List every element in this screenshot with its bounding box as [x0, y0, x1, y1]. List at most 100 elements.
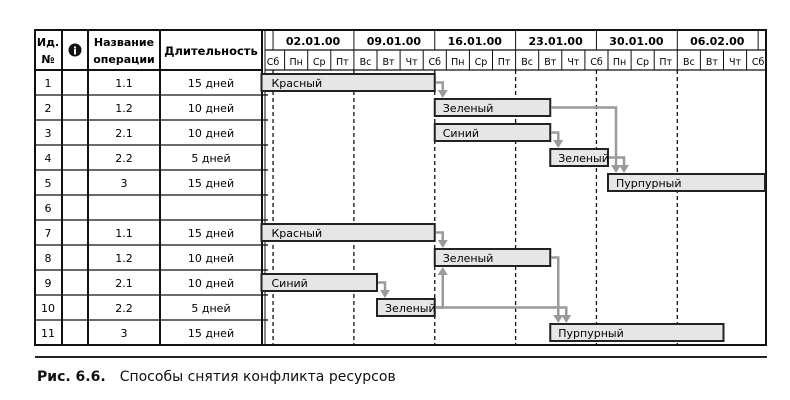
week-label: 02.01.00	[286, 35, 341, 48]
row-name: 3	[121, 327, 128, 340]
row-id: 4	[45, 152, 52, 165]
header-name: Название	[94, 36, 154, 49]
arrowhead-icon	[437, 267, 448, 275]
task-bar	[549, 148, 609, 167]
info-icon	[68, 43, 82, 57]
dependency-link	[435, 81, 444, 91]
day-label: Чт	[567, 57, 580, 68]
day-label: Сб	[752, 57, 765, 68]
task-label: Синий	[272, 277, 308, 290]
row-id: 11	[41, 327, 55, 340]
task-label: Красный	[272, 77, 323, 90]
day-label: Вс	[521, 57, 533, 68]
row-id: 1	[45, 77, 52, 90]
dependency-link	[551, 106, 618, 166]
row-duration: 15 дней	[188, 177, 234, 190]
task-bar	[260, 73, 436, 92]
day-label: Пт	[498, 57, 511, 68]
row-duration: 5 дней	[191, 152, 230, 165]
dependency-link	[551, 131, 560, 141]
task-bar	[433, 123, 552, 142]
caption-text: Способы снятия конфликта ресурсов	[119, 369, 396, 385]
day-label: Пн	[451, 57, 464, 68]
row-duration: 5 дней	[191, 302, 230, 315]
week-label: 30.01.00	[609, 35, 664, 48]
day-label: Пт	[336, 57, 349, 68]
arrowhead-icon	[437, 240, 448, 248]
day-label: Пн	[289, 57, 302, 68]
header-id-num: №	[41, 53, 54, 66]
arrowhead-icon	[553, 140, 564, 148]
row-id: 2	[45, 102, 52, 115]
day-label: Ср	[313, 57, 326, 68]
day-label: Вт	[544, 57, 557, 68]
row-id: 10	[41, 302, 55, 315]
row-id: 7	[45, 227, 52, 240]
day-label: Пт	[659, 57, 672, 68]
row-duration: 10 дней	[188, 127, 234, 140]
row-name: 2.2	[115, 152, 133, 165]
header-duration: Длительность	[164, 44, 257, 58]
arrowhead-icon	[561, 315, 572, 323]
task-label: Пурпурный	[616, 177, 681, 190]
task-label: Зеленый	[558, 152, 609, 165]
week-label: 23.01.00	[528, 35, 583, 48]
dependency-link	[435, 274, 444, 309]
day-label: Пн	[613, 57, 626, 68]
arrowhead-icon	[437, 90, 448, 98]
arrowhead-icon	[380, 290, 390, 298]
task-bar	[607, 173, 766, 192]
week-label: 16.01.00	[448, 35, 503, 48]
task-label: Красный	[272, 227, 323, 240]
dependency-link	[435, 231, 444, 241]
task-label: Пурпурный	[558, 327, 623, 340]
row-id: 6	[45, 202, 52, 215]
task-bar	[376, 298, 436, 317]
day-label: Сб	[429, 57, 442, 68]
row-name: 1.1	[115, 227, 133, 240]
day-label: Вт	[706, 57, 719, 68]
caption-divider	[35, 356, 767, 358]
row-duration: 15 дней	[188, 327, 234, 340]
task-label: Синий	[443, 127, 479, 140]
day-label: Вт	[383, 57, 396, 68]
row-name: 2.1	[115, 127, 133, 140]
dependency-link	[435, 306, 568, 316]
task-bar	[260, 223, 436, 242]
row-name: 1.2	[115, 102, 133, 115]
header-id: Ид.	[37, 36, 59, 49]
row-name: 3	[121, 177, 128, 190]
row-id: 5	[45, 177, 52, 190]
dependency-link	[551, 256, 560, 316]
day-label: Сб	[267, 57, 280, 68]
task-bar	[260, 273, 378, 292]
day-label: Сб	[590, 57, 603, 68]
day-label: Вс	[683, 57, 695, 68]
dependency-link	[378, 281, 387, 291]
row-name: 1.2	[115, 252, 133, 265]
day-label: Вс	[360, 57, 372, 68]
week-label: 06.02.00	[690, 35, 745, 48]
caption-label: Рис. 6.6.	[37, 369, 106, 385]
row-duration: 10 дней	[188, 277, 234, 290]
task-label: Зеленый	[443, 102, 494, 115]
row-name: 2.2	[115, 302, 133, 315]
day-label: Ср	[475, 57, 488, 68]
task-bar	[549, 323, 725, 342]
info-icon-glyph: i	[73, 45, 77, 58]
row-id: 3	[45, 127, 52, 140]
task-label: Зеленый	[443, 252, 494, 265]
task-bar	[433, 98, 552, 117]
row-name: 1.1	[115, 77, 133, 90]
row-duration: 15 дней	[188, 77, 234, 90]
dependency-link	[609, 156, 626, 166]
day-label: Чт	[406, 57, 419, 68]
day-label: Чт	[729, 57, 742, 68]
row-id: 8	[45, 252, 52, 265]
figure-caption: Рис. 6.6. Способы снятия конфликта ресурс…	[37, 369, 396, 385]
row-duration: 15 дней	[188, 227, 234, 240]
day-label: Ср	[636, 57, 649, 68]
header-name-2: операции	[93, 53, 154, 66]
task-bar	[433, 248, 552, 267]
